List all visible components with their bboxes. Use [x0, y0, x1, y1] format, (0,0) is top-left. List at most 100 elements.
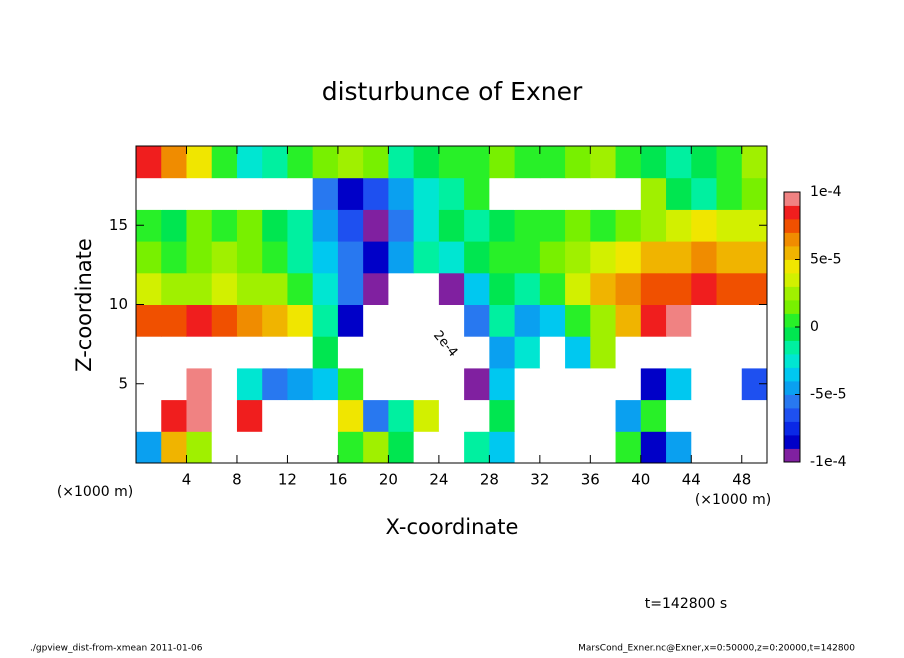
heat-cell [691, 399, 718, 432]
y-tick-label: 15 [109, 216, 128, 234]
heat-cell [716, 367, 743, 401]
heat-cell [262, 272, 288, 305]
heat-cell [363, 272, 389, 305]
heat-cell [236, 399, 263, 432]
heat-cell [539, 177, 566, 210]
heat-cell [590, 431, 617, 464]
heat-cell [161, 431, 187, 464]
heat-cell [615, 399, 642, 432]
heat-cell [539, 367, 566, 401]
heat-cell [161, 336, 187, 369]
heat-cell [539, 241, 566, 274]
heat-cell [464, 304, 490, 337]
heat-cell [615, 177, 642, 210]
heat-cell [262, 241, 288, 274]
heat-cell [666, 209, 692, 242]
footer-right: MarsCond_Exner.nc@Exner,x=0:50000,z=0:20… [578, 644, 855, 654]
heat-cell [186, 431, 213, 464]
heat-cell [741, 146, 768, 179]
colorbar-tick-label: 5e-5 [810, 252, 841, 268]
heat-cell [388, 209, 415, 242]
y-unit: (×1000 m) [57, 484, 133, 500]
heat-cell [615, 304, 642, 337]
heat-cell [590, 177, 617, 210]
heat-cell [640, 399, 667, 432]
heat-cell [161, 241, 187, 274]
heat-cell [413, 209, 440, 242]
heat-cell [337, 272, 364, 305]
heat-cell [691, 209, 718, 242]
heat-cell [211, 146, 238, 179]
heat-cell [388, 146, 415, 179]
colorbar-swatch [784, 192, 800, 206]
heat-cell [514, 177, 541, 210]
heat-cell [363, 336, 389, 369]
heat-cell [615, 336, 642, 369]
heat-cell [489, 367, 516, 401]
heat-cell [186, 146, 213, 179]
heat-cell [388, 304, 415, 337]
heat-cell [438, 304, 465, 337]
heat-cell [514, 336, 541, 369]
y-axis-label: Z-coordinate [72, 238, 96, 372]
heat-cell [590, 399, 617, 432]
heat-cell [312, 177, 339, 210]
heat-cell [565, 241, 591, 274]
heat-cell [438, 177, 465, 210]
heat-cell [287, 336, 314, 369]
heat-cell [186, 399, 213, 432]
heat-cell [741, 272, 768, 305]
heat-cell [161, 272, 187, 305]
heat-cell [489, 241, 516, 274]
heat-cell [438, 399, 465, 432]
heat-cell [666, 399, 692, 432]
colorbar-swatch [784, 232, 800, 247]
x-tick-label: 4 [182, 471, 192, 489]
heat-cell [464, 146, 490, 179]
heat-cell [539, 336, 566, 369]
heat-cell [211, 367, 238, 401]
heat-cell [590, 367, 617, 401]
heat-cell [666, 146, 692, 179]
heat-cell [236, 177, 263, 210]
heat-cell [211, 399, 238, 432]
heat-cell [716, 146, 743, 179]
heat-cell [186, 272, 213, 305]
heat-cell [186, 336, 213, 369]
heat-cell [413, 304, 440, 337]
heat-cell [741, 399, 768, 432]
heat-cell [312, 367, 339, 401]
heat-cell [640, 336, 667, 369]
heat-cell [312, 209, 339, 242]
heat-cell [211, 431, 238, 464]
colorbar-swatch [784, 435, 800, 449]
heat-cell [363, 399, 389, 432]
heat-cell [716, 241, 743, 274]
heat-cell [716, 336, 743, 369]
heat-cell [236, 431, 263, 464]
y-tick-label: 5 [118, 374, 128, 392]
heat-cell [363, 431, 389, 464]
heat-cell [413, 399, 440, 432]
heat-cell [363, 177, 389, 210]
heat-cell [615, 367, 642, 401]
heat-cell [337, 304, 364, 337]
heat-cell [464, 336, 490, 369]
x-tick-label: 32 [530, 471, 549, 489]
heat-cell [337, 146, 364, 179]
heat-cell [161, 399, 187, 432]
colorbar-tick-label: 1e-4 [810, 184, 842, 200]
heat-cell [539, 146, 566, 179]
x-tick-label: 8 [232, 471, 242, 489]
heat-cell [312, 272, 339, 305]
heat-cell [489, 177, 516, 210]
heat-cell [565, 367, 591, 401]
heat-cell [438, 209, 465, 242]
heat-cell [236, 367, 263, 401]
heat-cell [413, 272, 440, 305]
heat-cell [438, 272, 465, 305]
heat-cell [666, 336, 692, 369]
heat-cell [236, 146, 263, 179]
heat-cell [236, 272, 263, 305]
